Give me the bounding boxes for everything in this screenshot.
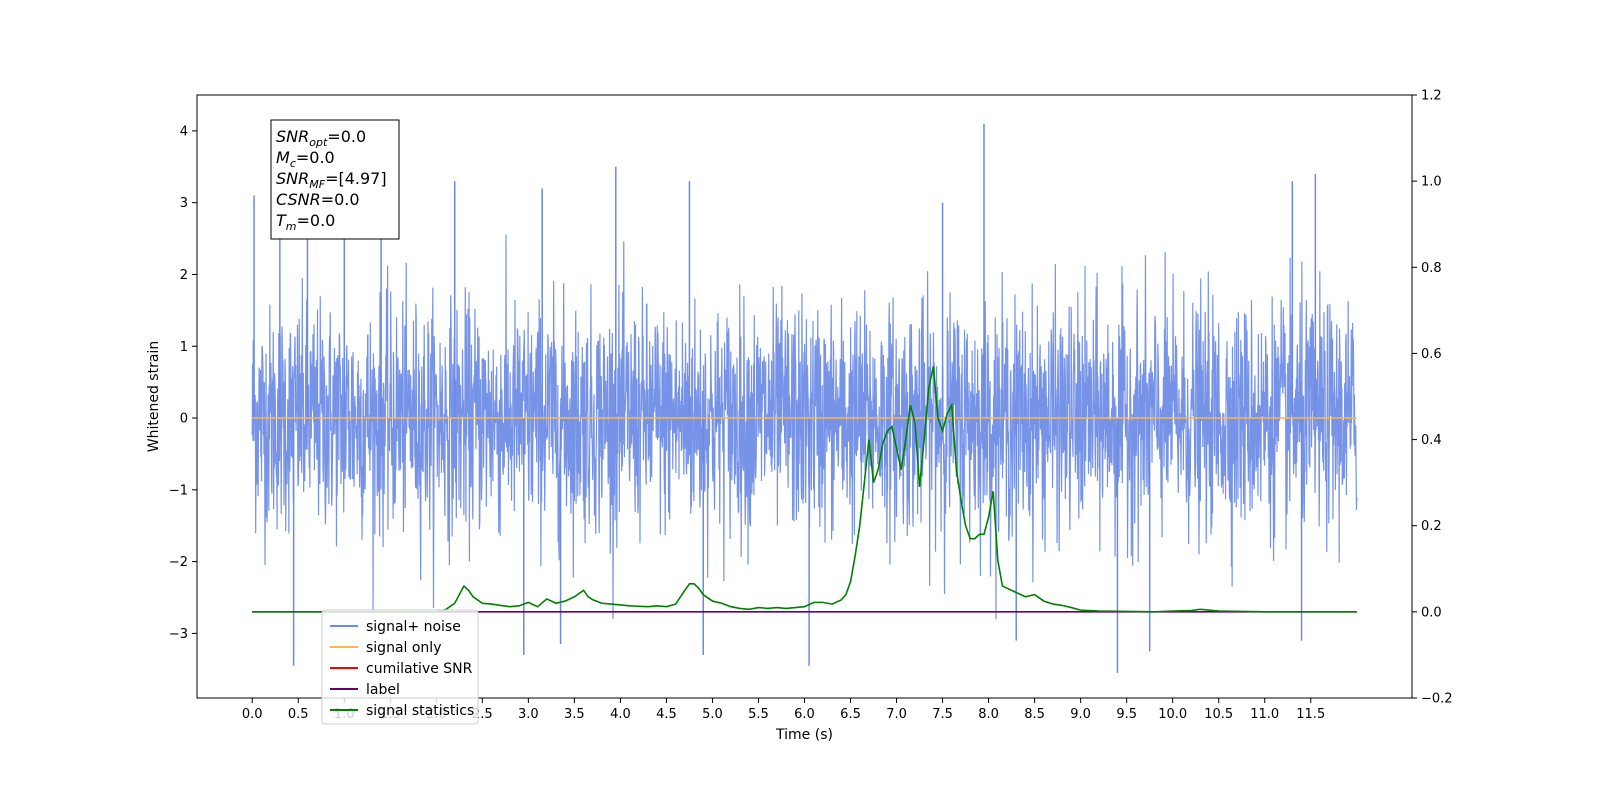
y2-tick-label: 1.0 [1421, 175, 1442, 190]
x-tick-label: 4.0 [610, 707, 631, 722]
y-tick-label: 3 [180, 196, 188, 211]
x-tick-label: 8.5 [1024, 707, 1045, 722]
info-line: Mc=0.0 [276, 148, 335, 170]
y-tick-label: 2 [180, 268, 188, 283]
x-tick-label: 3.5 [564, 707, 585, 722]
y2-tick-label: 0.8 [1421, 261, 1442, 276]
x-tick-label: 5.0 [702, 707, 723, 722]
info-line: SNRMF=[4.97] [276, 169, 387, 191]
info-subscript: m [286, 220, 297, 233]
y2-tick-label: 1.2 [1421, 89, 1442, 104]
y-axis-left: −3 −2 −1 0 1 2 3 4 [169, 124, 197, 642]
y-tick-label: 1 [180, 340, 188, 355]
x-tick-label: 7.0 [886, 707, 907, 722]
x-tick-label: 9.5 [1116, 707, 1137, 722]
x-tick-label: 7.5 [932, 707, 953, 722]
legend-frame [321, 609, 479, 725]
x-tick-label: 0.5 [288, 707, 309, 722]
y-axis-label: Whitened strain [146, 341, 162, 452]
info-box-frame [270, 119, 400, 240]
info-var: SNR [276, 127, 309, 146]
legend-label: label [366, 682, 400, 698]
x-tick-label: 6.5 [840, 707, 861, 722]
info-subscript: opt [309, 136, 328, 149]
x-tick-label: 11.5 [1296, 707, 1325, 722]
series-line-signal-statistics [252, 366, 1357, 613]
info-var: CSNR [276, 190, 321, 209]
x-tick-label: 5.5 [748, 707, 769, 722]
info-line: SNRopt=0.0 [276, 127, 366, 149]
y2-tick-label: −0.2 [1421, 692, 1453, 707]
info-var: T [276, 211, 287, 230]
x-tick-label: 11.0 [1250, 707, 1279, 722]
info-var: M [276, 148, 290, 167]
y-tick-label: −1 [169, 483, 188, 498]
series-line-signal-noise [251, 234, 1358, 620]
plot-area [251, 123, 1358, 673]
x-tick-label: 8.0 [978, 707, 999, 722]
info-line: CSNR=0.0 [276, 190, 360, 209]
info-var: SNR [276, 169, 309, 188]
x-axis-label: Time (s) [775, 727, 833, 743]
info-subscript: c [290, 157, 296, 170]
x-tick-label: 6.0 [794, 707, 815, 722]
legend: signal+ noise signal only cumilative SNR la… [321, 609, 479, 725]
legend-label: signal statistics [366, 703, 474, 719]
legend-label: signal only [366, 640, 441, 656]
y2-tick-label: 0.2 [1421, 519, 1442, 534]
y2-tick-label: 0.4 [1421, 433, 1442, 448]
y2-tick-label: 0.6 [1421, 347, 1442, 362]
info-box: SNRopt=0.0Mc=0.0SNRMF=[4.97]CSNR=0.0Tm=0… [270, 119, 400, 240]
y-tick-label: −2 [169, 555, 188, 570]
x-tick-label: 0.0 [242, 707, 263, 722]
info-line: Tm=0.0 [276, 211, 335, 233]
legend-label: signal+ noise [366, 619, 461, 635]
x-tick-label: 4.5 [656, 707, 677, 722]
y-tick-label: 4 [180, 124, 188, 139]
legend-label: cumilative SNR [366, 661, 473, 677]
x-tick-label: 10.0 [1158, 707, 1187, 722]
info-subscript: MF [309, 178, 325, 191]
y-tick-label: −3 [169, 627, 188, 642]
x-tick-label: 3.0 [518, 707, 539, 722]
info-value: =0.0 [327, 127, 366, 146]
x-tick-label: 9.0 [1070, 707, 1091, 722]
info-value: =0.0 [321, 190, 360, 209]
x-tick-label: 10.5 [1204, 707, 1233, 722]
y-tick-label: 0 [180, 412, 188, 427]
info-value: =0.0 [296, 148, 335, 167]
y2-tick-label: 0.0 [1421, 605, 1442, 620]
info-value: =[4.97] [325, 169, 387, 188]
y-axis-right: −0.2 0.0 0.2 0.4 0.6 0.8 1.0 1.2 [1412, 89, 1453, 707]
info-value: =0.0 [297, 211, 336, 230]
